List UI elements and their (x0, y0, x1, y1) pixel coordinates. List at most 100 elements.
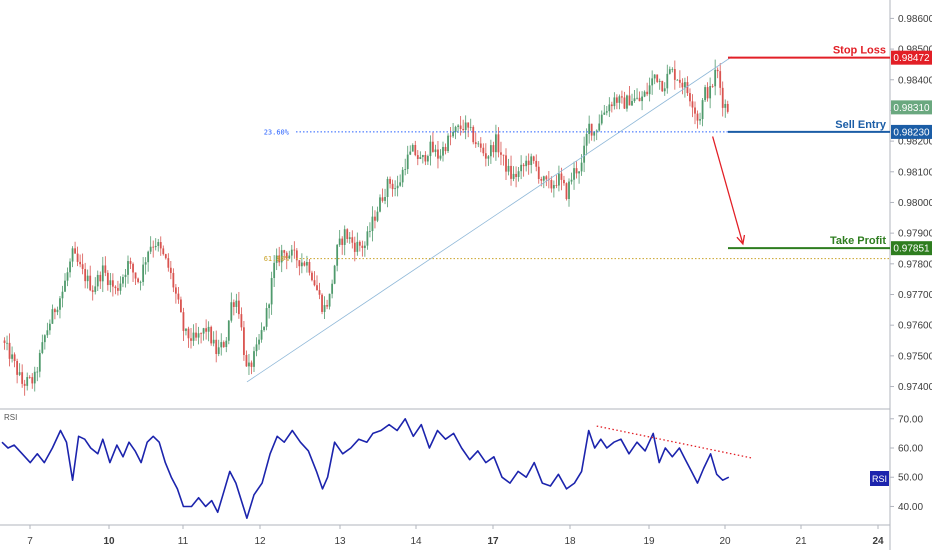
bullish-candle (270, 271, 273, 315)
bullish-candle (699, 112, 701, 125)
candle-body (416, 155, 419, 160)
candle-body (172, 272, 175, 288)
bullish-candle (605, 106, 608, 116)
candle-body (517, 171, 520, 177)
price-tick-label: 0.97900 (898, 229, 932, 240)
bullish-candle (33, 366, 36, 392)
candle-body (371, 216, 374, 232)
bearish-candle (545, 175, 548, 187)
bearish-candle (164, 253, 167, 260)
candle-body (321, 294, 323, 312)
bullish-candle (192, 324, 195, 346)
price-tick-label: 0.98600 (898, 14, 932, 25)
candle-body (230, 302, 233, 321)
bullish-candle (552, 180, 555, 198)
price-tick-label: 0.98400 (898, 75, 932, 86)
bearish-candle (129, 257, 132, 269)
candle-body (711, 86, 714, 87)
bullish-candle (51, 304, 54, 324)
bearish-candle (303, 260, 306, 267)
bullish-candle (338, 229, 341, 247)
candle-body (716, 69, 719, 72)
candle-body (467, 122, 470, 128)
bearish-candle (81, 253, 84, 275)
rsi-tick-label: 40.00 (898, 502, 923, 513)
bullish-candle (439, 149, 442, 161)
candle-body (26, 377, 29, 386)
candle-body (429, 141, 432, 157)
candle-body (598, 123, 601, 131)
candle-body (535, 160, 538, 167)
candle-body (479, 143, 482, 148)
bearish-candle (222, 340, 225, 348)
bearish-candle (308, 259, 311, 276)
current-price-value: 0.98310 (893, 103, 930, 114)
candle-body (46, 330, 49, 336)
bearish-candle (232, 299, 235, 316)
candle-body (89, 275, 92, 291)
bullish-candle (348, 231, 351, 244)
price-tag: 0.98230 (891, 124, 932, 139)
bearish-candle (462, 119, 465, 134)
price-tick-label: 0.97700 (898, 290, 932, 301)
candle-body (555, 185, 558, 186)
bearish-candle (3, 337, 6, 350)
candle-body (663, 88, 666, 92)
candle-body (588, 123, 591, 135)
bullish-candle (447, 133, 449, 154)
bullish-candle (600, 110, 603, 126)
time-tick-label: 19 (643, 536, 655, 547)
price-tag-bg (891, 124, 932, 139)
candle-body (311, 272, 313, 281)
candle-body (202, 328, 205, 334)
candle-body (245, 354, 248, 367)
bullish-candle (631, 93, 633, 107)
bearish-candle (694, 101, 696, 125)
rsi-tick-label: 50.00 (898, 473, 923, 484)
bearish-candle (210, 325, 213, 346)
candle-body (666, 73, 669, 89)
candle-body (608, 104, 611, 112)
candle-body (671, 69, 674, 70)
candle-body (300, 262, 303, 267)
bullish-candle (495, 124, 497, 161)
candle-body (177, 293, 180, 300)
candle-body (363, 245, 366, 248)
candle-body (190, 338, 192, 341)
bearish-candle (510, 155, 512, 186)
candle-body (482, 147, 485, 154)
candle-body (361, 245, 364, 248)
candle-body (656, 74, 659, 82)
bullish-candle (124, 269, 127, 288)
candle-body (278, 255, 281, 263)
bullish-candle (464, 115, 467, 140)
bullish-candle (263, 326, 265, 332)
candle-body (676, 79, 679, 81)
bearish-candle (215, 330, 218, 363)
candle-body (248, 362, 250, 367)
bearish-candle (295, 248, 298, 269)
rsi-pane-title: RSI (4, 413, 17, 422)
sell-arrow-head (736, 234, 746, 246)
trade-level-label: Stop Loss (833, 45, 886, 57)
bearish-candle (21, 364, 24, 388)
candle-body (54, 309, 56, 313)
bearish-candle (283, 249, 286, 261)
candle-body (643, 91, 646, 97)
candle-body (154, 245, 157, 248)
candle-body (8, 342, 11, 359)
candle-body (139, 281, 142, 283)
bearish-candle (293, 241, 296, 259)
candle-body (348, 237, 351, 239)
candle-body (111, 280, 114, 287)
bullish-candle (487, 154, 490, 166)
bullish-candle (225, 337, 228, 353)
bullish-candle (363, 241, 366, 257)
bullish-candle (94, 277, 97, 295)
candle-body (530, 156, 533, 165)
candle-body (182, 312, 185, 331)
bearish-candle (74, 241, 76, 254)
candle-body (298, 260, 301, 267)
bullish-candle (666, 64, 669, 94)
candle-body (91, 290, 94, 292)
